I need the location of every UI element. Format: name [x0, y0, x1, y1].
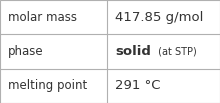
Text: 417.85 g/mol: 417.85 g/mol — [115, 11, 203, 24]
Text: (at STP): (at STP) — [155, 46, 197, 57]
Text: molar mass: molar mass — [8, 11, 77, 24]
Text: solid: solid — [115, 45, 151, 58]
Text: phase: phase — [8, 45, 44, 58]
Text: 291 °C: 291 °C — [115, 79, 161, 92]
Text: melting point: melting point — [8, 79, 87, 92]
